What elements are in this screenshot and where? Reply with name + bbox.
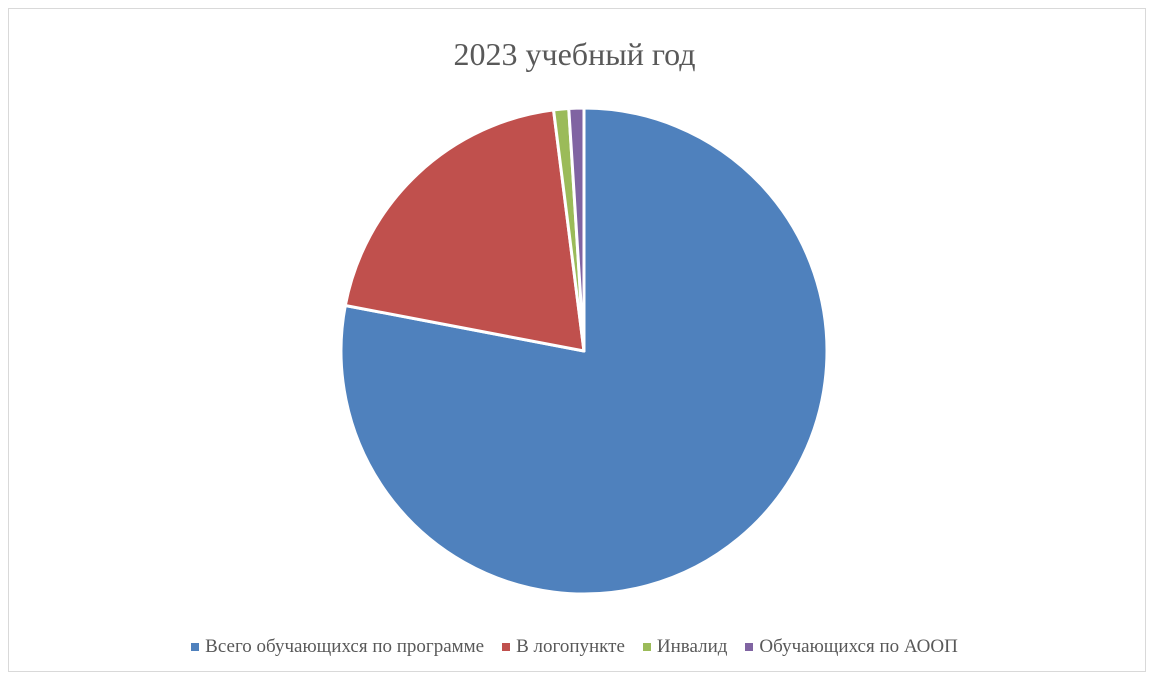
pie-slice-aoop — [567, 106, 586, 353]
legend-swatch-invalid — [642, 643, 651, 651]
legend-label-total: Всего обучающихся по программе — [205, 636, 485, 657]
legend-label-logopunkt: В логопункте — [516, 636, 625, 657]
legend-item-total: Всего обучающихся по программе — [191, 636, 484, 658]
legend-label-invalid: Инвалид — [656, 636, 728, 657]
chart-title: 2023 учебный год — [453, 36, 696, 72]
legend-item-logopunkt: В логопункте — [502, 636, 625, 658]
legend-item-aoop: Обучающихся по АООП — [745, 636, 958, 658]
pie-slice-logopunkt — [343, 108, 586, 353]
legend: Всего обучающихся по программе В логопун… — [0, 636, 1149, 658]
legend-swatch-aoop — [745, 643, 754, 651]
legend-swatch-logopunkt — [502, 643, 511, 651]
legend-item-invalid: Инвалид — [642, 636, 728, 658]
legend-label-aoop: Обучающихся по АООП — [759, 636, 958, 657]
legend-swatch-total — [191, 643, 200, 651]
